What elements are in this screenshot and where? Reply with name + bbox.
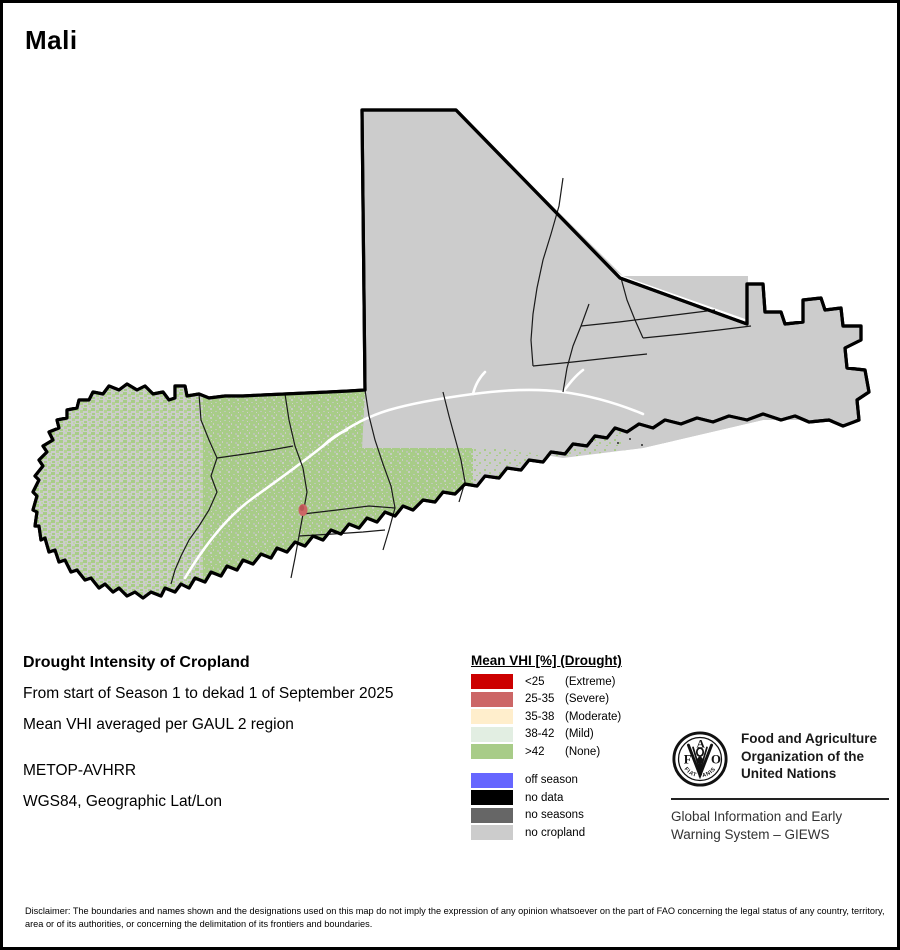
svg-text:O: O: [711, 753, 721, 767]
legend-range-mild: 38-42: [525, 728, 555, 741]
legend-item-mild[interactable]: 38-42 (Mild): [471, 726, 671, 744]
giews-line2: Warning System – GIEWS: [671, 827, 830, 843]
fao-header: F A O FIAT PANIS Food and Agriculture Or…: [671, 729, 889, 789]
caption-spacer: [23, 747, 463, 763]
page-title: Mali: [25, 25, 78, 55]
fao-organization-name: Food and Agriculture Organization of the…: [741, 729, 877, 783]
caption-heading: Drought Intensity of Cropland: [23, 654, 250, 671]
legend-swatch-extreme: [471, 674, 513, 690]
legend-item-extreme[interactable]: <25 (Extreme): [471, 673, 671, 691]
map-canvas[interactable]: [3, 48, 897, 628]
legend-swatch-severe: [471, 691, 513, 707]
caption-period: From start of Season 1 to dekad 1 of Sep…: [23, 685, 394, 702]
caption-projection: WGS84, Geographic Lat/Lon: [23, 792, 223, 810]
legend-swatch-no-cropland: [471, 825, 513, 841]
legend-swatch-none: [471, 744, 513, 760]
legend-item-moderate[interactable]: 35-38 (Moderate): [471, 708, 671, 726]
country-outline-top: [31, 108, 871, 600]
legend-item-off-season[interactable]: off season: [471, 772, 671, 790]
legend-swatch-moderate: [471, 709, 513, 725]
caption-aggregation: Mean VHI averaged per GAUL 2 region: [23, 715, 294, 733]
legend-label-no-cropland: no cropland: [525, 826, 586, 839]
legend-range-none: >42: [525, 745, 545, 758]
admin-boundaries: [170, 177, 752, 585]
svg-text:F: F: [684, 753, 692, 767]
fao-org-line3: United Nations: [741, 766, 837, 782]
legend-item-no-seasons[interactable]: no seasons: [471, 807, 671, 825]
legend-desc-none: (None): [565, 745, 601, 758]
legend-item-no-cropland[interactable]: no cropland: [471, 824, 671, 842]
legend: Mean VHI [%] (Drought) <25 (Extreme) 25-…: [471, 653, 671, 842]
legend-item-no-data[interactable]: no data: [471, 789, 671, 807]
legend-swatch-mild: [471, 726, 513, 742]
legend-swatch-off-season: [471, 772, 513, 788]
svg-text:A: A: [697, 737, 706, 750]
legend-spacer: [471, 761, 671, 772]
giews-programme-name: Global Information and Early Warning Sys…: [671, 808, 889, 844]
legend-desc-moderate: (Moderate): [565, 710, 622, 723]
legend-label-off-season: off season: [525, 774, 578, 787]
giews-line1: Global Information and Early: [671, 809, 843, 824]
severe-drought-patch: [298, 504, 308, 516]
fao-branding: F A O FIAT PANIS Food and Agriculture Or…: [671, 729, 889, 844]
fao-org-line1: Food and Agriculture: [741, 731, 877, 746]
legend-desc-severe: (Severe): [565, 693, 610, 706]
legend-range-severe: 25-35: [525, 693, 555, 706]
legend-label-no-data: no data: [525, 791, 564, 804]
fao-divider: [671, 798, 889, 800]
legend-desc-mild: (Mild): [565, 728, 594, 741]
legend-item-none[interactable]: >42 (None): [471, 743, 671, 761]
mali-map-svg[interactable]: [3, 48, 897, 628]
fao-org-line2: Organization of the: [741, 748, 864, 764]
legend-label-no-seasons: no seasons: [525, 809, 584, 822]
legend-range-moderate: 35-38: [525, 710, 555, 723]
legend-swatch-no-data: [471, 790, 513, 806]
caption-sensor: METOP-AVHRR: [23, 762, 137, 779]
disclaimer-text: Disclaimer: The boundaries and names sho…: [25, 906, 885, 930]
legend-desc-extreme: (Extreme): [565, 675, 616, 688]
caption-block: Drought Intensity of Cropland From start…: [23, 655, 463, 824]
legend-swatch-no-seasons: [471, 807, 513, 823]
legend-range-extreme: <25: [525, 675, 545, 688]
legend-item-severe[interactable]: 25-35 (Severe): [471, 691, 671, 709]
fao-logo-icon: F A O FIAT PANIS: [671, 729, 729, 789]
legend-title: Mean VHI [%] (Drought): [471, 653, 622, 668]
